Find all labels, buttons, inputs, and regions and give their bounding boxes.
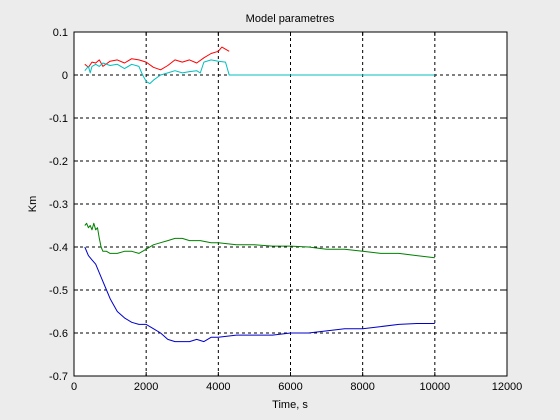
chart-title: Model parametres: [246, 13, 335, 25]
x-tick-label: 4000: [206, 381, 230, 393]
series-line-4: [84, 246, 435, 343]
y-tick-label: 0: [62, 70, 68, 82]
series-line-1: [84, 46, 230, 71]
x-tick-label: 10000: [420, 381, 451, 393]
y-tick-label: -0.1: [49, 113, 68, 125]
grid: [74, 32, 507, 376]
y-tick-label: -0.4: [49, 242, 68, 254]
series-line-3: [84, 222, 435, 259]
y-tick-label: 0.1: [53, 27, 68, 39]
y-axis-title: Km: [27, 196, 39, 213]
x-tick-label: 12000: [492, 381, 523, 393]
y-tick-label: -0.3: [49, 199, 68, 211]
y-tick-label: -0.5: [49, 285, 68, 297]
x-tick-label: 6000: [278, 381, 302, 393]
series-group: [84, 46, 435, 343]
x-axis-title: Time, s: [272, 399, 308, 411]
y-tick-label: -0.7: [49, 371, 68, 383]
x-tick-label: 2000: [134, 381, 158, 393]
ticks: 0 2000 4000 6000 8000 10000 12000 -0.7 -0.6 -0.5 -…: [49, 27, 522, 393]
y-tick-label: -0.6: [49, 328, 68, 340]
y-tick-label: -0.2: [49, 156, 68, 168]
x-tick-label: 0: [71, 381, 77, 393]
x-tick-label: 8000: [350, 381, 374, 393]
series-line-2: [84, 59, 435, 85]
